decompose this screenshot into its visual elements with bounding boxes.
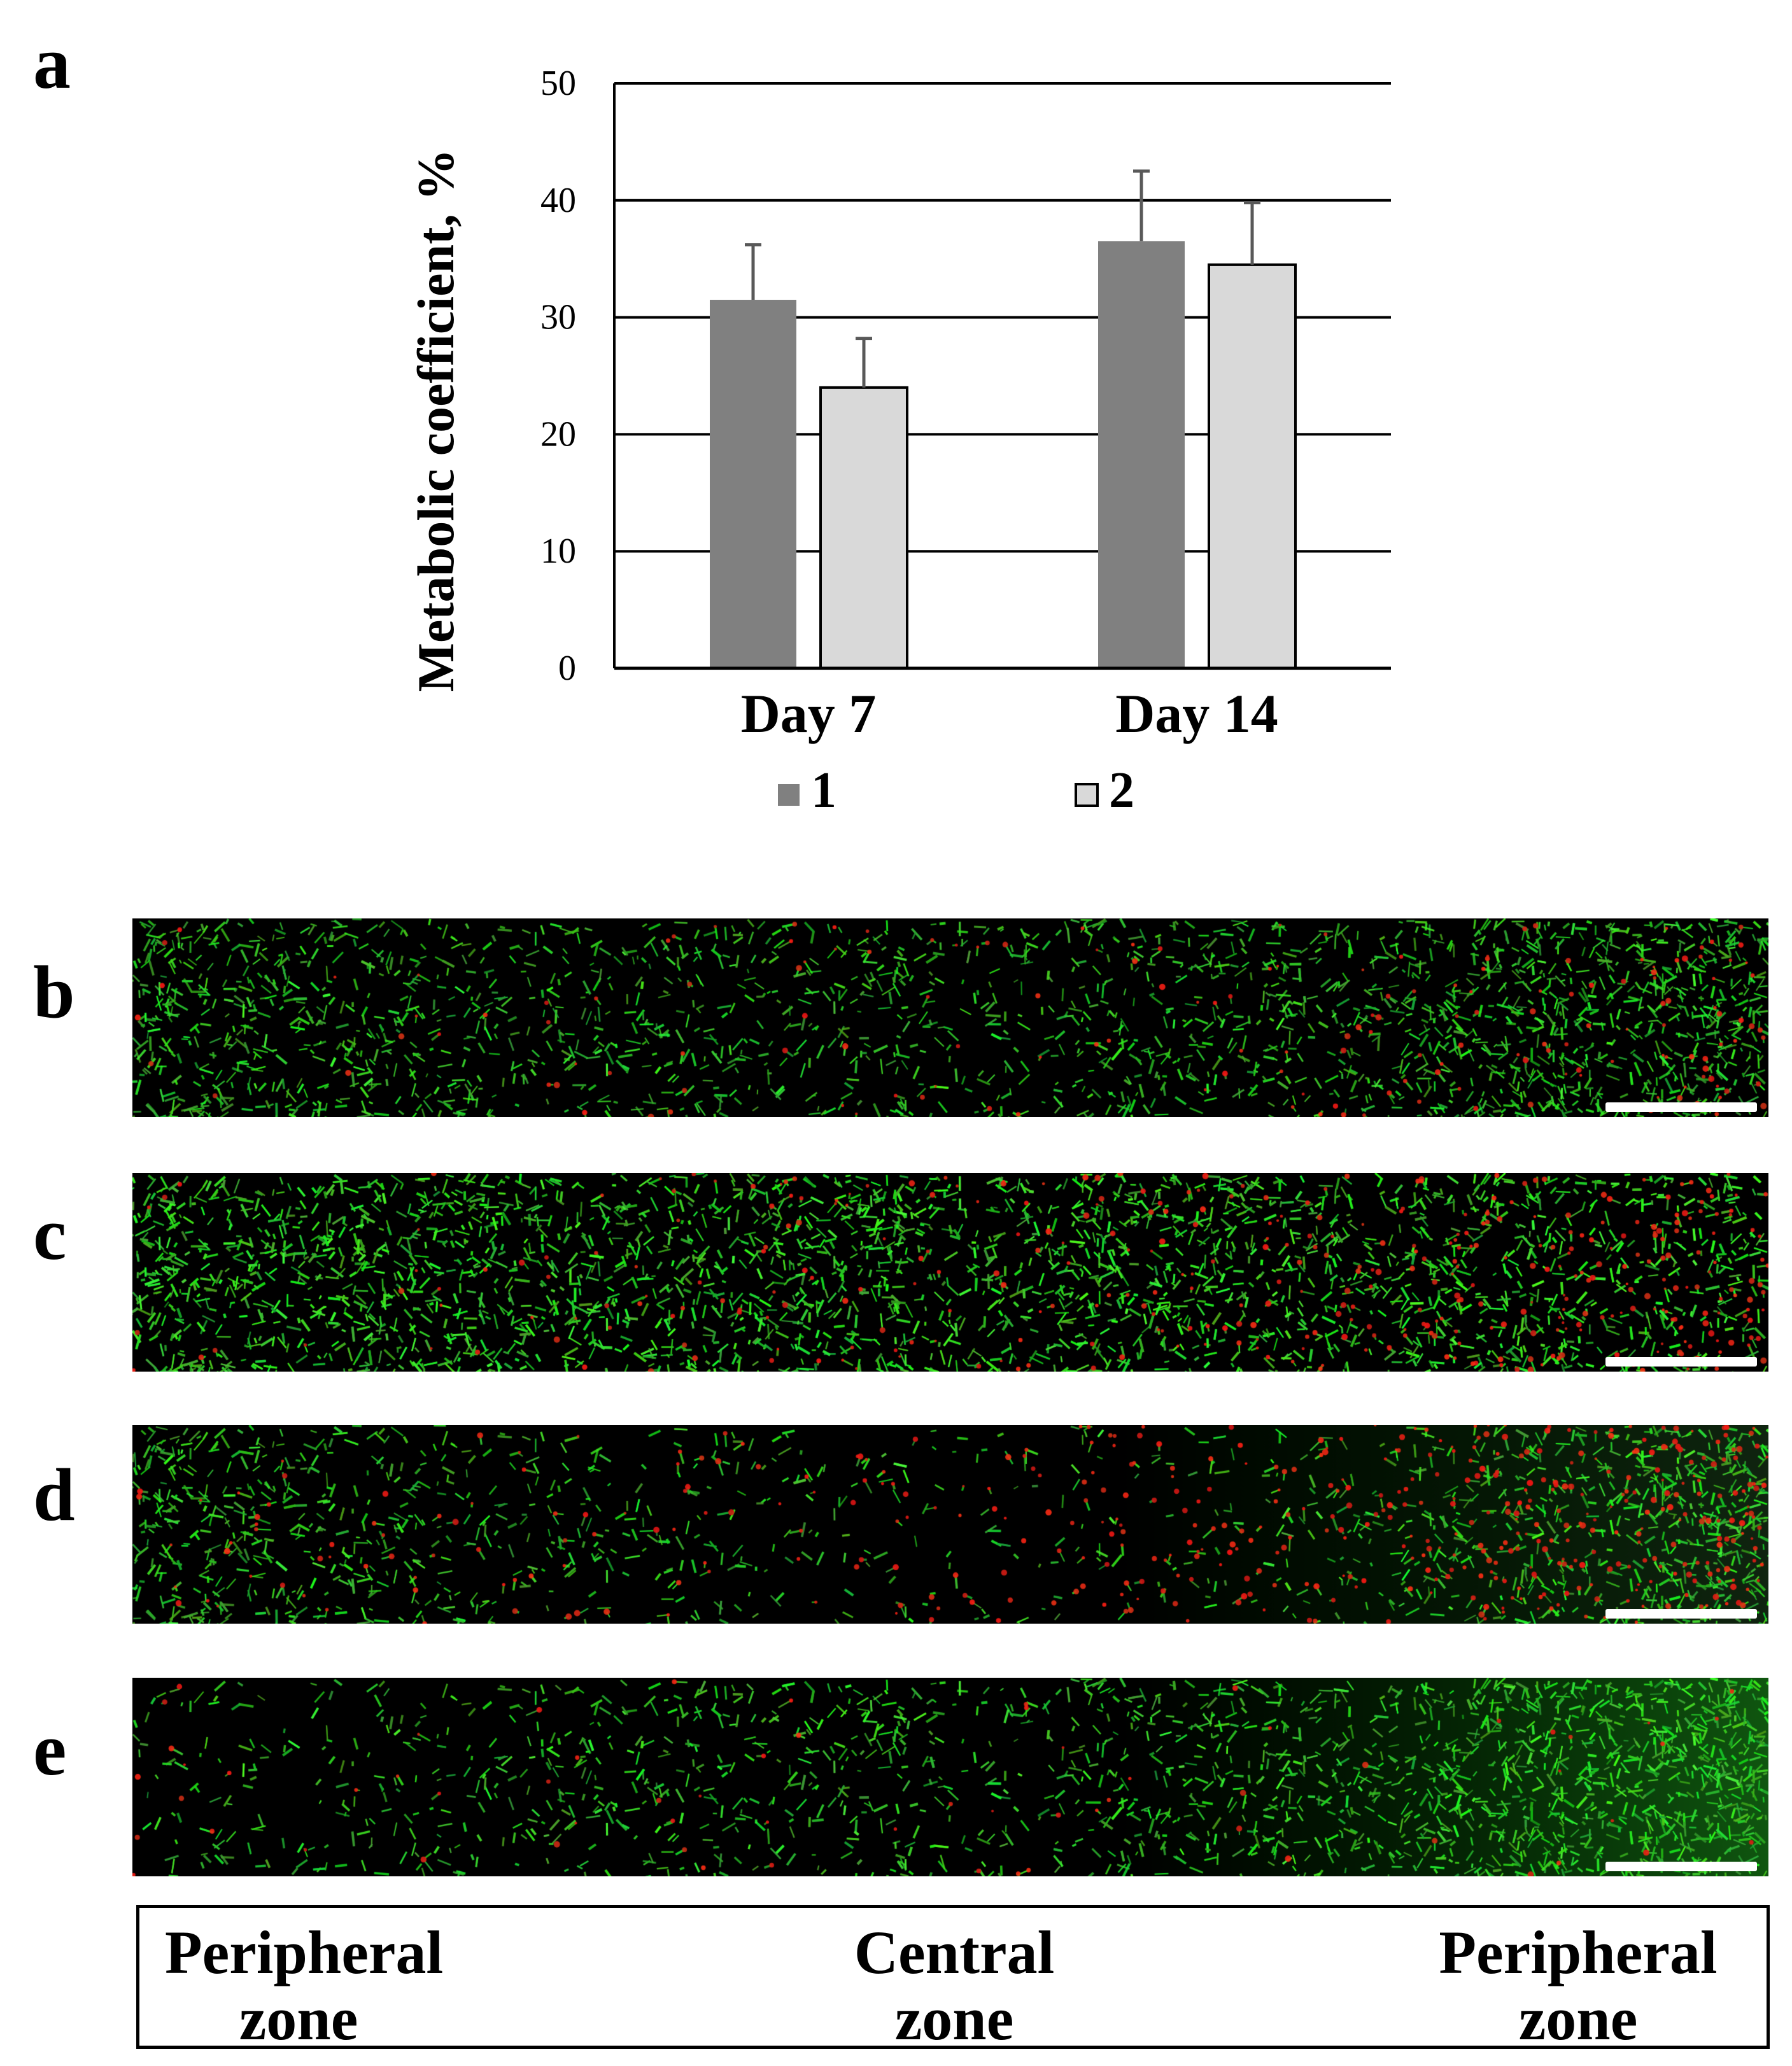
y-tick-label-30: 30	[540, 298, 576, 337]
panel-label-d: d	[33, 1453, 75, 1536]
micrograph-c-cells	[132, 1173, 1768, 1372]
scale-bar-d	[1605, 1609, 1757, 1619]
y-tick-label-0: 0	[558, 649, 576, 688]
micrograph-e	[132, 1678, 1768, 1876]
x-tick-label-1: Day 14	[1115, 683, 1278, 744]
zone-center-label: Central zone	[776, 1920, 1132, 2052]
zone-center-line2: zone	[894, 1985, 1014, 2053]
legend-swatch-1	[778, 784, 800, 806]
y-tick-label-50: 50	[540, 64, 576, 103]
scale-bar-e	[1605, 1862, 1757, 1871]
zone-left-line2: zone	[239, 1985, 358, 2053]
scale-bar-c	[1605, 1357, 1757, 1367]
x-tick-label-0: Day 7	[741, 683, 877, 744]
zone-right-line2: zone	[1518, 1985, 1638, 2053]
micrograph-b	[132, 918, 1768, 1117]
bar-chart: 0 10 20 30 40 50 Metabolic coefficient, % Day 7…	[407, 64, 1391, 819]
zone-right-label: Peripheral zone	[1413, 1920, 1744, 2052]
zone-left-label: Peripheral zone	[165, 1918, 444, 2053]
micrograph-e-cells	[132, 1678, 1768, 1876]
panel-label-a: a	[33, 21, 71, 104]
zones-box: Peripheral zone Central zone Peripheral …	[136, 1905, 1770, 2053]
micrograph-d	[132, 1425, 1768, 1624]
legend-label-1: 1	[811, 762, 836, 819]
panel-label-b: b	[33, 950, 75, 1034]
legend-label-2: 2	[1109, 762, 1134, 819]
bar-1-0	[710, 300, 796, 668]
bar-2-0	[819, 386, 908, 670]
scale-bar-b	[1605, 1102, 1757, 1112]
y-tick-label-20: 20	[540, 414, 576, 454]
zone-right-line1: Peripheral	[1439, 1918, 1718, 1986]
bar-2-1	[1208, 263, 1297, 670]
bar-1-1	[1098, 241, 1185, 668]
micrograph-c	[132, 1173, 1768, 1372]
micrograph-d-cells	[132, 1425, 1768, 1624]
y-axis-label: Metabolic coefficient, %	[407, 149, 465, 692]
y-tick-label-10: 10	[540, 531, 576, 571]
micrograph-b-cells	[132, 918, 1768, 1117]
zone-left-line1: Peripheral	[165, 1918, 444, 1986]
y-tick-label-40: 40	[540, 181, 576, 220]
zone-center-line1: Central	[854, 1918, 1055, 1986]
panel-label-e: e	[33, 1708, 67, 1791]
legend-swatch-2	[1075, 783, 1099, 807]
panel-label-c: c	[33, 1192, 67, 1275]
